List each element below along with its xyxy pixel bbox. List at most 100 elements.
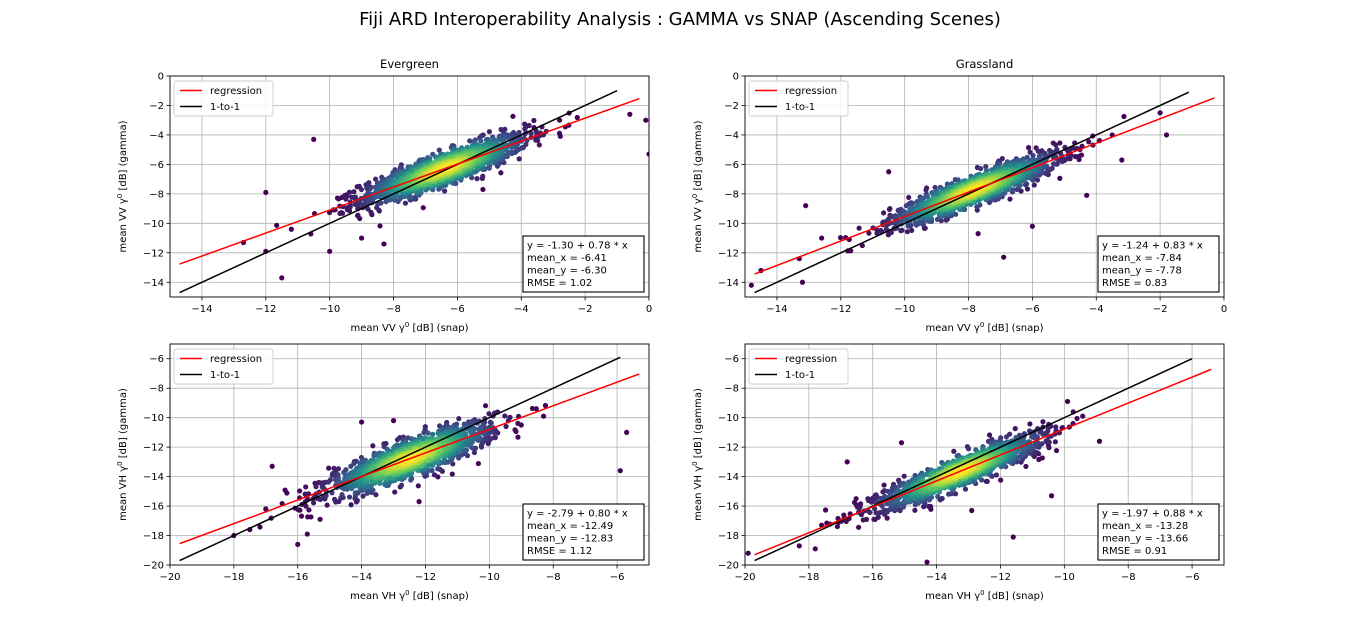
x-tick-label: −14 bbox=[766, 304, 787, 315]
scatter-point bbox=[874, 494, 880, 500]
y-tick-label: −14 bbox=[143, 472, 164, 483]
y-tick-label: −14 bbox=[143, 278, 164, 289]
scatter-point bbox=[480, 173, 486, 179]
legend-entry: 1-to-1 bbox=[785, 102, 815, 113]
stats-line: RMSE = 1.12 bbox=[527, 546, 592, 557]
scatter-point bbox=[471, 449, 478, 456]
scatter-point bbox=[392, 489, 398, 495]
scatter-point bbox=[346, 494, 353, 500]
scatter-point bbox=[1121, 113, 1127, 120]
scatter-point bbox=[456, 416, 462, 422]
scatter-point bbox=[881, 482, 887, 488]
scatter-point bbox=[977, 202, 983, 208]
scatter-point bbox=[646, 151, 649, 157]
scatter-point bbox=[998, 477, 1004, 483]
scatter-point bbox=[351, 189, 357, 195]
scatter-point bbox=[503, 423, 509, 430]
scatter-point bbox=[449, 471, 455, 477]
y-tick-label: −6 bbox=[149, 354, 164, 365]
scatter-point bbox=[284, 490, 290, 496]
stats-line: mean_y = -6.30 bbox=[527, 266, 607, 277]
scatter-point bbox=[420, 205, 426, 211]
scatter-point bbox=[883, 226, 889, 232]
scatter-point bbox=[867, 509, 873, 515]
scatter-point bbox=[901, 473, 907, 479]
scatter-point bbox=[872, 506, 878, 512]
scatter-point bbox=[899, 227, 905, 233]
y-tick-label: −4 bbox=[724, 130, 739, 141]
stats-box-frame bbox=[522, 235, 645, 293]
scatter-point bbox=[523, 141, 529, 148]
scatter-point bbox=[326, 465, 332, 471]
scatter-point bbox=[983, 478, 989, 484]
stats-line: RMSE = 0.83 bbox=[1102, 278, 1167, 289]
y-tick-label: −14 bbox=[718, 278, 739, 289]
scatter-point bbox=[510, 113, 516, 119]
scatter-point bbox=[274, 222, 280, 228]
scatter-point bbox=[1003, 434, 1010, 440]
scatter-point bbox=[304, 531, 310, 537]
scatter-point bbox=[799, 279, 806, 285]
y-tick-label: −6 bbox=[149, 160, 164, 171]
scatter-point bbox=[951, 448, 957, 454]
x-tick-label: 0 bbox=[1221, 304, 1227, 315]
y-tick-label: −6 bbox=[724, 160, 739, 171]
scatter-point bbox=[360, 493, 366, 499]
y-tick-label: −12 bbox=[718, 248, 739, 259]
scatter-point bbox=[425, 430, 431, 436]
x-tick-label: −14 bbox=[351, 572, 372, 583]
scatter-point bbox=[909, 227, 915, 233]
scatter-point bbox=[748, 282, 754, 288]
scatter-point bbox=[556, 130, 563, 136]
scatter-point bbox=[390, 418, 397, 424]
scatter-point bbox=[962, 486, 969, 492]
scatter-point bbox=[1032, 441, 1039, 447]
x-tick-label: −20 bbox=[159, 572, 180, 583]
y-tick-label: −18 bbox=[143, 531, 164, 542]
x-tick-label: −4 bbox=[514, 304, 529, 315]
scatter-point bbox=[488, 420, 494, 426]
regression-line bbox=[179, 373, 640, 545]
scatter-point bbox=[1096, 438, 1103, 444]
scatter-point bbox=[482, 435, 489, 442]
scatter-point bbox=[480, 186, 486, 193]
scatter-point bbox=[1048, 493, 1055, 499]
scatter-point bbox=[1053, 424, 1059, 430]
scatter-point bbox=[1031, 182, 1037, 188]
y-tick-label: −2 bbox=[724, 101, 739, 112]
x-tick-label: −2 bbox=[1153, 304, 1168, 315]
scatter-point bbox=[1001, 254, 1007, 260]
scatter-point bbox=[1030, 152, 1036, 159]
scatter-point bbox=[279, 275, 285, 281]
scatter-point bbox=[327, 477, 333, 483]
scatter-point bbox=[377, 223, 383, 229]
scatter-point bbox=[955, 177, 961, 183]
subplot-1: −14 −12 −10 −8 −6 −4 −2 0−14−12−10−8−6−4−20Ever… bbox=[116, 57, 652, 334]
scatter-point bbox=[878, 227, 884, 234]
scatter-point bbox=[574, 114, 580, 121]
x-tick-label: −14 bbox=[191, 304, 212, 315]
scatter-point bbox=[1057, 175, 1063, 181]
scatter-point bbox=[502, 413, 508, 419]
scatter-point bbox=[1012, 426, 1018, 432]
y-tick-label: −8 bbox=[149, 384, 164, 395]
x-tick-label: 0 bbox=[646, 304, 652, 315]
scatter-point bbox=[335, 472, 341, 478]
scatter-point bbox=[1157, 110, 1163, 116]
subplot-4: −20 −18 −16 −14 −12 −10 −8 −6−20−18−16−14−12−10… bbox=[691, 343, 1225, 602]
scatter-point bbox=[986, 432, 993, 438]
y-tick-label: 0 bbox=[733, 72, 739, 83]
scatter-point bbox=[394, 437, 401, 443]
scatter-point bbox=[856, 225, 862, 231]
one-to-one-line bbox=[754, 91, 1190, 294]
scatter-point bbox=[373, 492, 379, 498]
x-tick-label: −6 bbox=[610, 572, 625, 583]
scatter-point bbox=[441, 188, 448, 194]
scatter-point bbox=[822, 507, 829, 513]
x-tick-label: −8 bbox=[961, 304, 976, 315]
scatter-point bbox=[1023, 463, 1029, 470]
